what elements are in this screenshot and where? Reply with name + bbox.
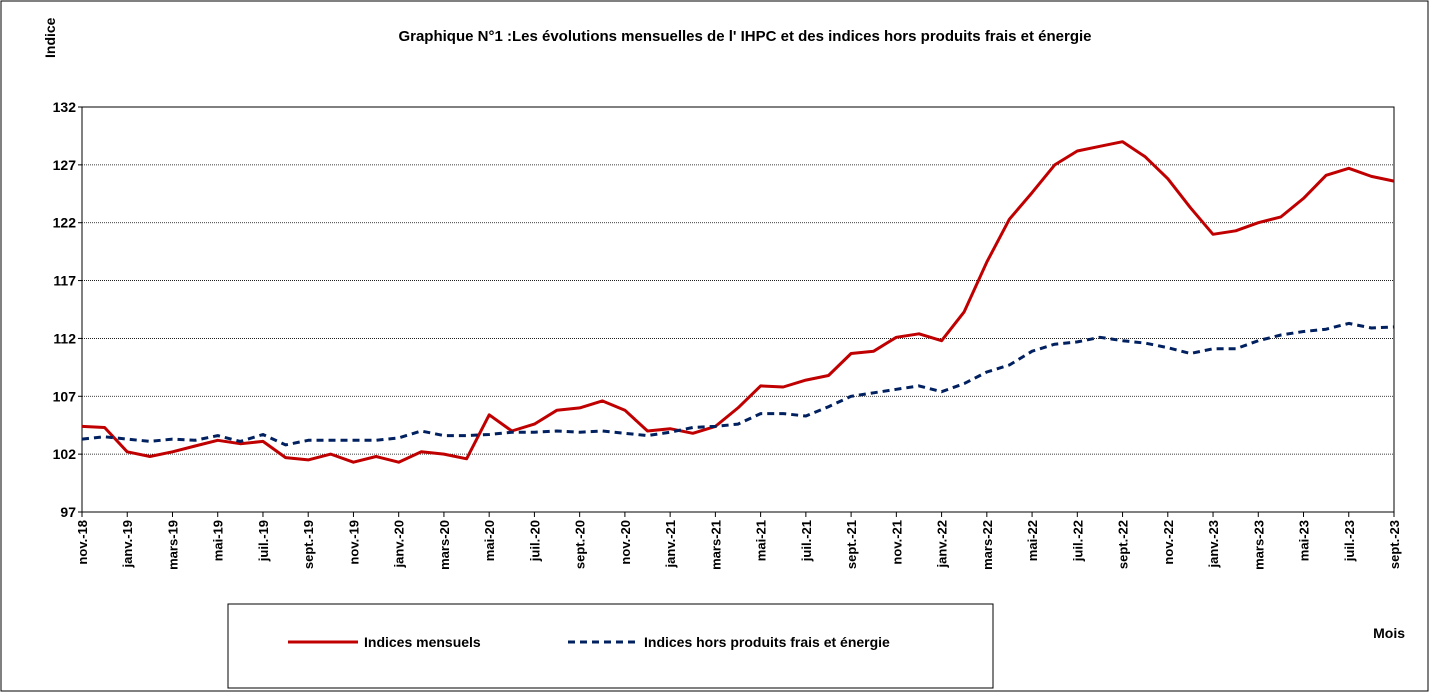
x-tick-label: janv.-21	[663, 520, 678, 568]
x-tick-label: janv.-23	[1206, 520, 1221, 568]
x-tick-label: mai-21	[754, 520, 769, 561]
x-tick-label: janv.-19	[120, 520, 135, 568]
x-tick-label: sept.-22	[1116, 520, 1131, 569]
y-tick-label: 107	[53, 388, 77, 404]
x-tick-label: mars-23	[1251, 520, 1266, 570]
y-tick-label: 112	[53, 330, 76, 346]
x-tick-label: sept.-21	[844, 520, 859, 569]
y-tick-label: 97	[60, 504, 76, 520]
x-tick-label: sept.-19	[301, 520, 316, 569]
series-line	[81, 140, 1395, 464]
y-tick-label: 132	[53, 99, 77, 115]
x-tick-label: nov.-21	[889, 520, 904, 565]
x-tick-label: mars-21	[708, 520, 723, 570]
x-tick-label: juil.-21	[799, 520, 814, 562]
x-tick-label: nov.-18	[75, 520, 90, 565]
legend-box	[227, 603, 994, 689]
x-tick-label: nov.-19	[346, 520, 361, 565]
x-tick-label: mars-22	[980, 520, 995, 570]
plot-area	[81, 106, 1395, 513]
x-axis-label: Mois	[1373, 625, 1405, 641]
x-tick-label: nov.-22	[1161, 520, 1176, 565]
x-tick-label: mars-19	[165, 520, 180, 570]
x-tick-label: mai-20	[482, 520, 497, 561]
legend-label: Indices mensuels	[364, 634, 481, 650]
y-axis-label: Indice	[42, 17, 58, 58]
y-tick-label: 127	[53, 157, 77, 173]
x-tick-label: nov.-20	[618, 520, 633, 565]
x-tick-label: mai-23	[1297, 520, 1312, 561]
y-tick-label: 117	[53, 273, 76, 289]
series-line	[81, 321, 1395, 447]
x-tick-label: janv.-20	[392, 520, 407, 568]
x-tick-label: mai-22	[1025, 520, 1040, 561]
x-tick-label: mars-20	[437, 520, 452, 570]
x-tick-label: sept.-20	[573, 520, 588, 569]
legend-label: Indices hors produits frais et énergie	[644, 634, 890, 650]
y-tick-label: 122	[53, 215, 77, 231]
x-tick-label: juil.-19	[256, 520, 271, 562]
x-tick-label: juil.-23	[1342, 520, 1357, 562]
x-tick-label: mai-19	[211, 520, 226, 561]
x-tick-label: janv.-22	[935, 520, 950, 568]
x-tick-label: juil.-20	[527, 520, 542, 562]
x-tick-label: juil.-22	[1070, 520, 1085, 562]
x-tick-label: sept.-23	[1387, 520, 1402, 569]
chart-title: Graphique N°1 :Les évolutions mensuelles…	[398, 28, 1091, 45]
y-tick-label: 102	[53, 446, 77, 462]
